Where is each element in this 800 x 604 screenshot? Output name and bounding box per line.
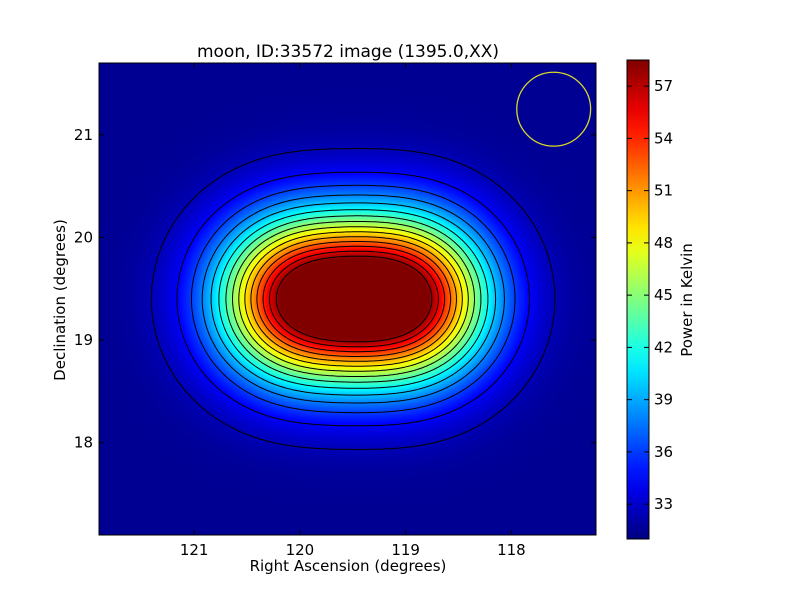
contour-level-5 bbox=[218, 209, 489, 389]
plot-frame bbox=[98, 62, 597, 536]
colorbar-tick-label: 45 bbox=[654, 286, 673, 304]
y-axis-label: Declination (degrees) bbox=[51, 219, 69, 381]
colorbar-tick-label: 33 bbox=[654, 495, 673, 513]
x-tick-label: 120 bbox=[286, 541, 315, 559]
colorbar: 33 36 39 42 45 48 51 54 57 Power in Kelvin bbox=[626, 59, 696, 540]
contour-level-8 bbox=[238, 226, 469, 372]
contour-level-12 bbox=[262, 245, 446, 353]
contour-level-1 bbox=[176, 171, 530, 427]
contour-level-2 bbox=[191, 184, 516, 414]
colorbar-gradient bbox=[626, 59, 650, 540]
colorbar-label: Power in Kelvin bbox=[678, 243, 696, 357]
x-axis: 121 120 119 118 bbox=[180, 63, 526, 559]
contour-level-11 bbox=[256, 241, 452, 357]
colorbar-tick-label: 42 bbox=[654, 338, 673, 356]
colorbar-tick-label: 54 bbox=[654, 129, 673, 147]
colorbar-ticks: 33 36 39 42 45 48 51 54 57 bbox=[627, 77, 673, 513]
colorbar-tick-label: 48 bbox=[654, 234, 673, 252]
colorbar-tick-label: 36 bbox=[654, 443, 673, 461]
plot-area bbox=[98, 62, 597, 536]
x-tick-label: 121 bbox=[180, 541, 209, 559]
y-tick-label: 21 bbox=[74, 126, 93, 144]
colorbar-tick-label: 39 bbox=[654, 391, 673, 409]
y-tick-label: 20 bbox=[74, 228, 93, 246]
contour-level-9 bbox=[244, 231, 463, 367]
contour-level-6 bbox=[225, 215, 482, 383]
y-axis: 18 19 20 21 bbox=[74, 126, 596, 452]
contour-level-14 bbox=[275, 255, 433, 343]
y-tick-label: 19 bbox=[74, 331, 93, 349]
beam-circle bbox=[516, 71, 592, 147]
contour-lines bbox=[150, 148, 556, 450]
y-tick-label: 18 bbox=[74, 434, 93, 452]
contour-level-7 bbox=[232, 221, 475, 377]
colorbar-tick-label: 57 bbox=[654, 77, 673, 95]
x-tick-label: 119 bbox=[391, 541, 420, 559]
chart-title: moon, ID:33572 image (1395.0,XX) bbox=[197, 42, 499, 62]
contour-level-13 bbox=[269, 250, 439, 348]
contour-level-4 bbox=[210, 202, 497, 396]
x-axis-label: Right Ascension (degrees) bbox=[250, 557, 447, 575]
contour-level-0 bbox=[150, 148, 556, 450]
heatmap-image bbox=[99, 63, 596, 535]
colorbar-tick-label: 51 bbox=[654, 182, 673, 200]
contour-level-10 bbox=[250, 236, 457, 362]
x-tick-label: 118 bbox=[497, 541, 526, 559]
contour-level-3 bbox=[201, 194, 505, 404]
